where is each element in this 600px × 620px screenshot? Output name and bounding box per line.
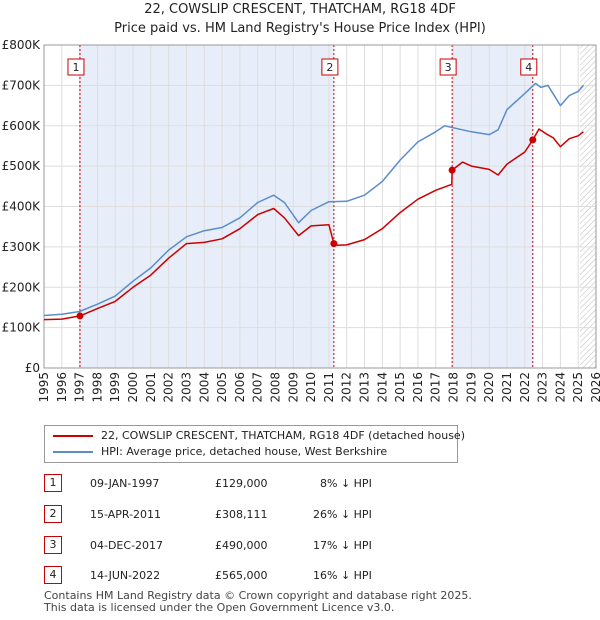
footer: Contains HM Land Registry data © Crown c… (44, 590, 472, 614)
x-tick-label: 2001 (144, 372, 158, 403)
table-row: 3 04-DEC-2017 £490,000 17% ↓ HPI (0, 536, 600, 556)
sale-label: 2 (326, 61, 333, 74)
table-row: 4 14-JUN-2022 £565,000 16% ↓ HPI (0, 566, 600, 586)
chart-title: 22, COWSLIP CRESCENT, THATCHAM, RG18 4DF… (0, 0, 600, 38)
x-tick-label: 2002 (162, 372, 176, 403)
y-tick-label: £700K (2, 78, 42, 92)
x-tick-label: 2005 (215, 372, 229, 403)
hpi-line (43, 82, 585, 317)
footer-line-1: Contains HM Land Registry data © Crown c… (44, 589, 472, 602)
title-line-1: 22, COWSLIP CRESCENT, THATCHAM, RG18 4DF (144, 2, 456, 17)
sale-badge: 2 (44, 505, 62, 523)
y-tick-label: £800K (2, 38, 42, 52)
sale-label: 1 (72, 61, 79, 74)
x-tick-label: 1998 (90, 372, 104, 403)
x-tick-label: 2023 (536, 372, 550, 403)
sale-price: £129,000 (215, 477, 268, 490)
x-tick-label: 2024 (553, 372, 567, 403)
sale-hpi-diff: 8% ↓ HPI (320, 477, 372, 490)
y-tick-label: £400K (2, 200, 42, 214)
x-tick-label: 2020 (482, 372, 496, 403)
y-tick-label: £500K (2, 159, 42, 173)
x-tick-label: 2008 (268, 372, 282, 403)
sale-badge: 4 (44, 566, 62, 584)
y-tick-label: £600K (2, 119, 42, 133)
sale-label-box (439, 58, 457, 76)
sale-point (330, 240, 338, 248)
sale-date: 04-DEC-2017 (90, 539, 164, 552)
legend: 22, COWSLIP CRESCENT, THATCHAM, RG18 4DF… (44, 425, 465, 463)
x-tick-label: 2004 (197, 372, 211, 403)
x-tick-label: 2010 (304, 372, 318, 403)
sale-date: 14-JUN-2022 (90, 569, 161, 582)
sale-date: 09-JAN-1997 (90, 477, 160, 490)
plot-frame (43, 44, 597, 369)
sale-price: £565,000 (215, 569, 268, 582)
y-tick-label: £100K (2, 321, 42, 335)
x-tick-label: 2021 (500, 372, 514, 403)
sale-price: £490,000 (215, 539, 268, 552)
x-tick-label: 2009 (286, 372, 300, 403)
x-tick-label: 2016 (411, 372, 425, 403)
x-tick-label: 2006 (233, 372, 247, 403)
x-tick-label: 2026 (589, 372, 600, 403)
title-line-2: Price paid vs. HM Land Registry's House … (114, 21, 486, 36)
legend-swatch-property (53, 435, 93, 437)
x-tick-label: 2014 (375, 372, 389, 403)
x-tick-label: 2012 (340, 372, 354, 403)
legend-label-hpi: HPI: Average price, detached house, West… (101, 445, 388, 458)
legend-label-property: 22, COWSLIP CRESCENT, THATCHAM, RG18 4DF… (101, 429, 465, 442)
y-tick-label: £200K (2, 280, 42, 294)
sale-hpi-diff: 17% ↓ HPI (313, 539, 372, 552)
sale-badge: 1 (44, 474, 62, 492)
sale-label: 3 (445, 61, 452, 74)
sale-point (448, 166, 456, 174)
x-tick-label: 2000 (126, 372, 140, 403)
footer-line-2: This data is licensed under the Open Gov… (44, 601, 395, 614)
sale-label-box (321, 58, 339, 76)
sale-price: £308,111 (215, 508, 268, 521)
x-tick-label: 2003 (179, 372, 193, 403)
x-tick-label: 2011 (322, 372, 336, 403)
sale-point (529, 136, 537, 144)
x-tick-label: 2017 (429, 372, 443, 403)
price-chart: £0 £100K £200K £300K £400K £500K £600K £700K £80… (2, 38, 600, 403)
x-tick-label: 2018 (447, 372, 461, 403)
y-tick-label: £0 (25, 361, 40, 375)
legend-item-property: 22, COWSLIP CRESCENT, THATCHAM, RG18 4DF… (53, 428, 465, 444)
sale-badge: 3 (44, 536, 62, 554)
x-tick-label: 2022 (518, 372, 532, 403)
x-tick-label: 1997 (73, 372, 87, 403)
sale-date: 15-APR-2011 (90, 508, 162, 521)
sale-label: 4 (525, 61, 532, 74)
sale-hpi-diff: 16% ↓ HPI (313, 569, 372, 582)
sale-hpi-diff: 26% ↓ HPI (313, 508, 372, 521)
x-tick-label: 2015 (393, 372, 407, 403)
legend-swatch-hpi (53, 451, 93, 453)
x-tick-label: 2025 (571, 372, 585, 403)
sale-point (76, 312, 84, 320)
sale-label-box (520, 58, 538, 76)
x-tick-label: 2019 (464, 372, 478, 403)
legend-item-hpi: HPI: Average price, detached house, West… (53, 444, 387, 460)
sale-label-box (67, 58, 85, 76)
y-tick-label: £300K (2, 240, 42, 254)
x-tick-label: 2007 (251, 372, 265, 403)
table-row: 1 09-JAN-1997 £129,000 8% ↓ HPI (0, 474, 600, 494)
table-row: 2 15-APR-2011 £308,111 26% ↓ HPI (0, 505, 600, 525)
x-tick-label: 2013 (358, 372, 372, 403)
x-tick-label: 1996 (55, 372, 69, 403)
x-tick-label: 1995 (37, 372, 51, 403)
x-tick-label: 1999 (108, 372, 122, 403)
